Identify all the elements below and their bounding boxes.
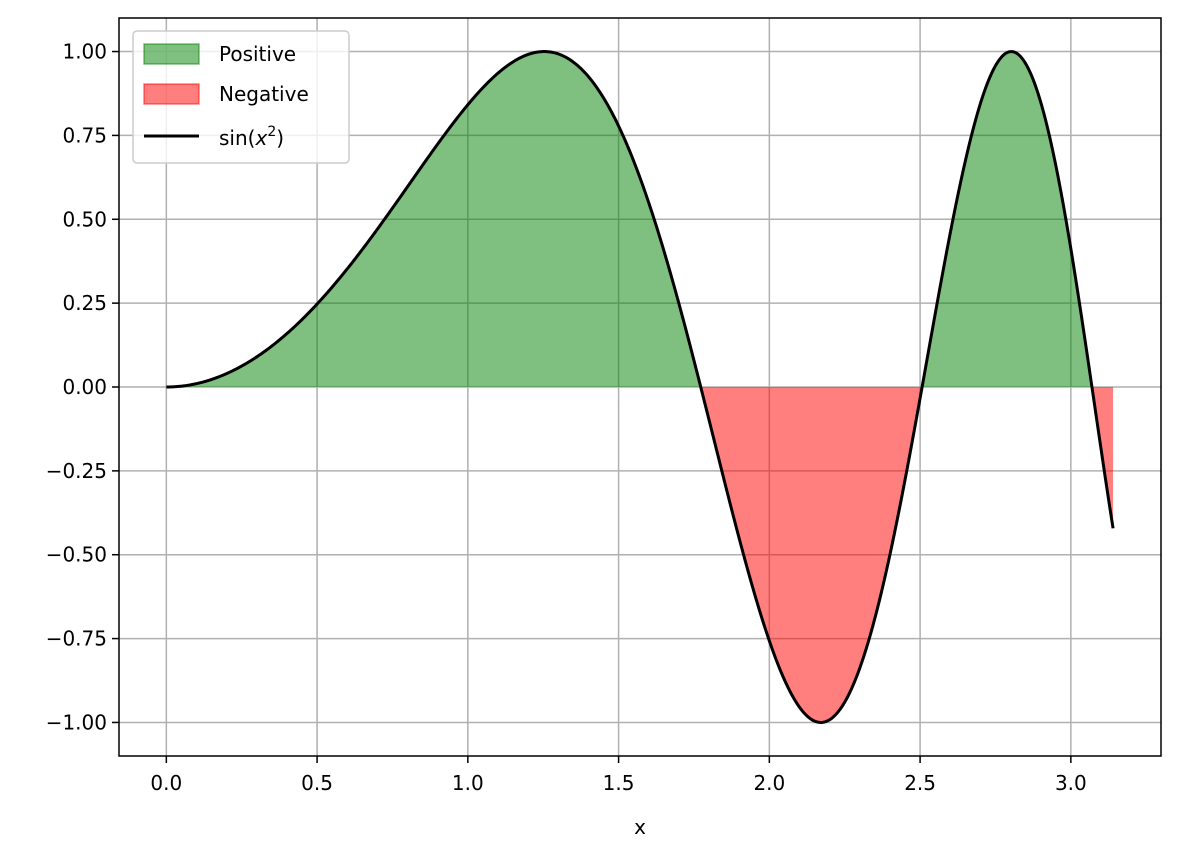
x-axis-label: x <box>634 815 646 839</box>
x-tick-label: 2.5 <box>904 771 936 795</box>
y-tick-label: 0.25 <box>62 291 107 315</box>
fill-negative <box>166 387 1114 723</box>
x-tick-label: 1.5 <box>603 771 635 795</box>
fill-positive <box>166 51 1114 388</box>
y-tick-label: 0.50 <box>62 207 107 231</box>
x-tick-label: 0.0 <box>150 771 182 795</box>
y-tick-label: 0.00 <box>62 375 107 399</box>
y-tick-label: −1.00 <box>46 710 107 734</box>
legend-label-negative: Negative <box>219 82 309 106</box>
y-tick-label: 1.00 <box>62 40 107 64</box>
y-tick-label: −0.75 <box>46 627 107 651</box>
y-tick-label: −0.25 <box>46 459 107 483</box>
series-lines <box>166 50 1115 724</box>
x-tick-label: 0.5 <box>301 771 333 795</box>
y-tick-label: 0.75 <box>62 123 107 147</box>
legend-swatch-negative <box>143 83 200 105</box>
area-fills <box>166 51 1114 723</box>
series-line-sin <box>166 50 1115 724</box>
legend-label-positive: Positive <box>219 42 296 66</box>
x-tick-label: 3.0 <box>1055 771 1087 795</box>
x-axis-ticks: 0.0 0.5 1.0 1.5 2.0 2.5 3.0 <box>150 756 1087 795</box>
x-tick-label: 1.0 <box>452 771 484 795</box>
y-tick-label: −0.50 <box>46 543 107 567</box>
legend-swatch-positive <box>143 43 200 65</box>
y-axis-ticks: 1.00 0.75 0.50 0.25 0.00 −0.25 −0.50 −0.75 −1.00 <box>46 40 119 734</box>
legend-label-sin: sin(x2) <box>219 124 284 150</box>
x-tick-label: 2.0 <box>753 771 785 795</box>
legend: Positive Negative sin(x2) <box>132 30 350 164</box>
